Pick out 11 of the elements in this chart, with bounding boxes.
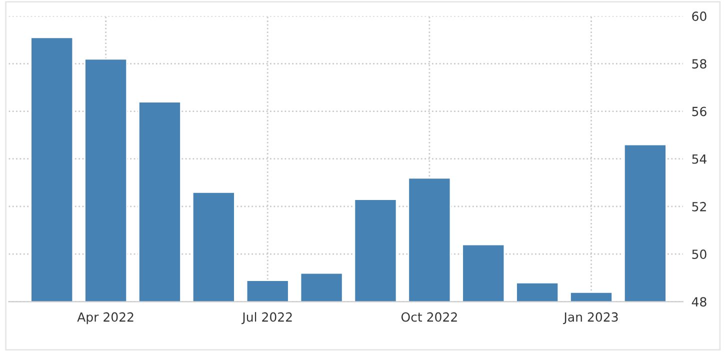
x-tick-label: Apr 2022 <box>77 312 134 324</box>
x-tick-label: Oct 2022 <box>401 312 457 322</box>
x-tick-label: Jan 2023 <box>563 312 618 324</box>
y-tick-label: 48 <box>692 297 706 307</box>
y-tick-label: 56 <box>692 106 706 116</box>
y-tick-label: 54 <box>692 154 706 164</box>
y-tick-label: 52 <box>692 202 706 212</box>
x-tick-label: Jul 2022 <box>242 312 292 324</box>
y-tick-label: 60 <box>692 12 706 21</box>
y-tick-label: 58 <box>692 59 706 69</box>
y-tick-label: 50 <box>692 250 706 259</box>
